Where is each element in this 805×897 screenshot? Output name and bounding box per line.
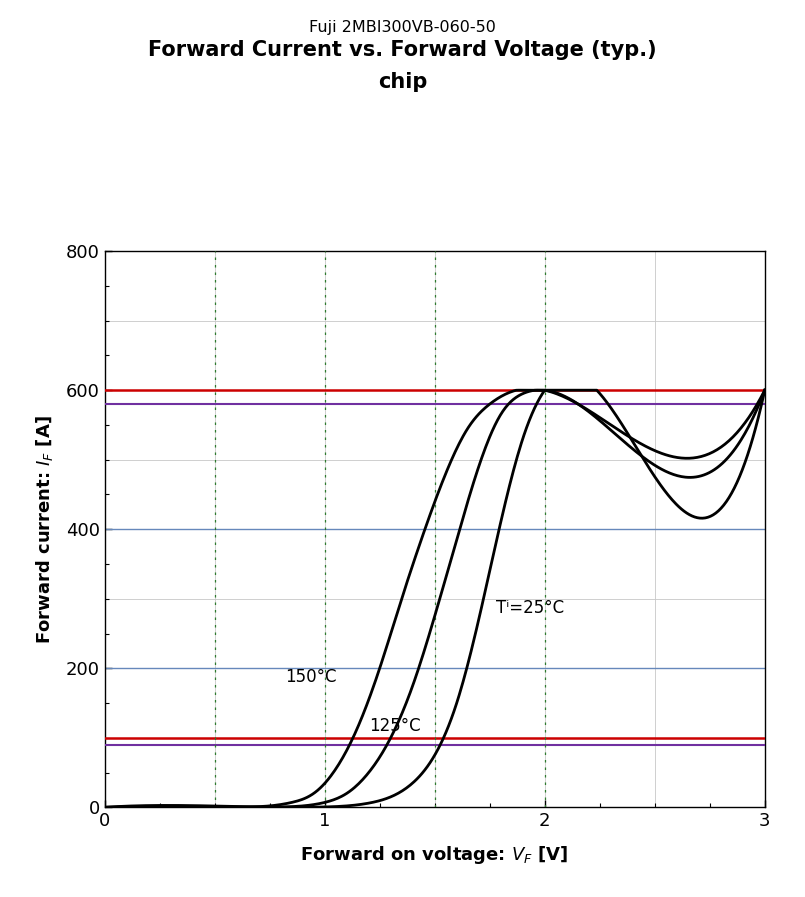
Text: 150°C: 150°C (285, 668, 336, 686)
Text: chip: chip (378, 72, 427, 91)
Text: 125°C: 125°C (369, 717, 420, 735)
Y-axis label: Forward current: $I_F$ [A]: Forward current: $I_F$ [A] (34, 414, 55, 644)
Text: Tⁱ=25°C: Tⁱ=25°C (497, 598, 564, 616)
X-axis label: Forward on voltage: $V_F$ [V]: Forward on voltage: $V_F$ [V] (300, 844, 569, 866)
Text: Forward Current vs. Forward Voltage (typ.): Forward Current vs. Forward Voltage (typ… (148, 40, 657, 60)
Text: Fuji 2MBI300VB-060-50: Fuji 2MBI300VB-060-50 (309, 20, 496, 35)
